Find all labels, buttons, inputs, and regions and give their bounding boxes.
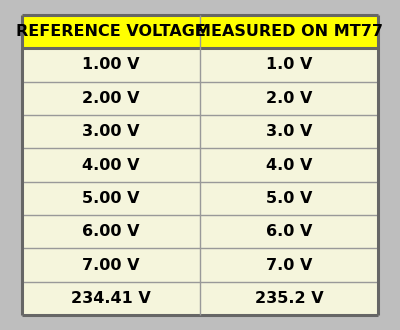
- Text: 7.00 V: 7.00 V: [82, 258, 140, 273]
- Text: 4.00 V: 4.00 V: [82, 157, 140, 173]
- Text: 235.2 V: 235.2 V: [255, 291, 323, 306]
- Text: 1.0 V: 1.0 V: [266, 57, 312, 72]
- Bar: [200, 282, 378, 315]
- Bar: [22, 82, 200, 115]
- Text: 5.00 V: 5.00 V: [82, 191, 140, 206]
- Bar: [200, 215, 378, 248]
- Text: 3.0 V: 3.0 V: [266, 124, 312, 139]
- Bar: [22, 182, 200, 215]
- Bar: [200, 82, 378, 115]
- Bar: [22, 15, 200, 48]
- Bar: [22, 282, 200, 315]
- Text: 3.00 V: 3.00 V: [82, 124, 140, 139]
- Bar: [200, 148, 378, 182]
- Bar: [200, 248, 378, 282]
- Text: 6.0 V: 6.0 V: [266, 224, 312, 239]
- Bar: [22, 148, 200, 182]
- Text: 6.00 V: 6.00 V: [82, 224, 140, 239]
- Text: REFERENCE VOLTAGE: REFERENCE VOLTAGE: [16, 24, 206, 39]
- Text: 234.41 V: 234.41 V: [71, 291, 151, 306]
- Bar: [22, 48, 200, 82]
- Text: MEASURED ON MT77: MEASURED ON MT77: [195, 24, 383, 39]
- Bar: [200, 48, 378, 82]
- Bar: [200, 15, 378, 48]
- Text: 7.0 V: 7.0 V: [266, 258, 312, 273]
- Bar: [200, 115, 378, 148]
- Bar: [22, 215, 200, 248]
- Bar: [22, 115, 200, 148]
- Bar: [22, 248, 200, 282]
- Text: 5.0 V: 5.0 V: [266, 191, 312, 206]
- Bar: [200, 182, 378, 215]
- Text: 1.00 V: 1.00 V: [82, 57, 140, 72]
- Text: 2.00 V: 2.00 V: [82, 91, 140, 106]
- Text: 4.0 V: 4.0 V: [266, 157, 312, 173]
- Text: 2.0 V: 2.0 V: [266, 91, 312, 106]
